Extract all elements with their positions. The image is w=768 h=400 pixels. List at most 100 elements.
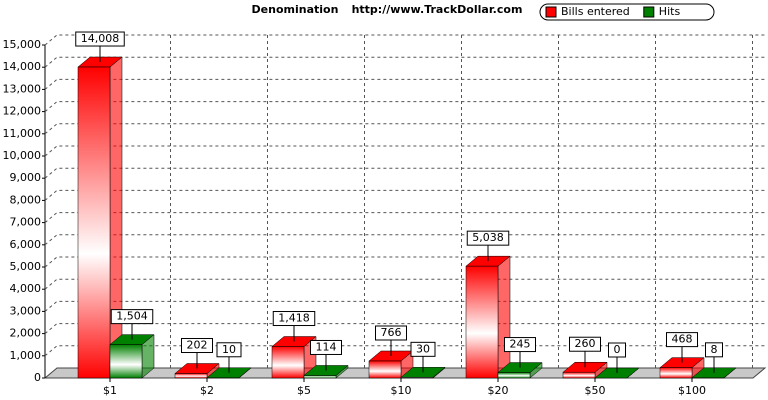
grid-line (44, 145, 765, 157)
y-tick-label: 7,000 (10, 216, 42, 229)
bar (109, 344, 143, 379)
x-tick-label: $100 (678, 384, 706, 397)
y-tick-label: 5,000 (10, 260, 42, 273)
value-label: 114 (316, 340, 337, 353)
grid-line (44, 189, 765, 201)
value-label-box (216, 342, 242, 358)
value-label: 14,008 (81, 32, 120, 45)
x-tick-label: $1 (103, 384, 117, 397)
value-label-box (466, 230, 510, 246)
bar (465, 265, 499, 379)
y-tick-label: 14,000 (3, 60, 42, 73)
grid-line (44, 278, 765, 290)
y-tick-label: 6,000 (10, 238, 42, 251)
y-tick-label: 1,000 (10, 349, 42, 362)
grid-line (44, 323, 765, 334)
y-tick-label: 11,000 (3, 127, 42, 140)
grid-line (44, 34, 765, 46)
y-tick-label: 9,000 (10, 171, 42, 184)
value-label-box (410, 341, 436, 357)
value-label-box (569, 336, 601, 352)
legend-swatch (545, 6, 557, 18)
bar (368, 360, 402, 379)
value-label-group: 10 (216, 342, 242, 358)
bar (497, 372, 531, 379)
value-label-box (310, 339, 342, 355)
value-label: 202 (187, 339, 208, 352)
value-label: 1,504 (116, 310, 148, 323)
value-label: 30 (416, 342, 430, 355)
value-label-group: 1,504 (110, 309, 154, 325)
value-label: 245 (510, 338, 531, 351)
value-label-group: 8 (705, 342, 723, 358)
value-label-group: 1,418 (272, 311, 316, 327)
bar (303, 375, 337, 379)
legend-label: Hits (659, 5, 681, 18)
value-label: 10 (222, 343, 236, 356)
bar (400, 377, 434, 379)
value-label-box (375, 325, 407, 341)
bar (271, 346, 305, 379)
y-tick-label: 13,000 (3, 82, 42, 95)
grid-line (44, 256, 765, 268)
value-label-box (504, 337, 536, 353)
bar (562, 371, 596, 379)
grid-line (44, 101, 765, 112)
value-label-group: 468 (666, 332, 698, 348)
value-label-box (110, 309, 154, 325)
value-label-box (666, 332, 698, 348)
x-tick-label: $10 (391, 384, 412, 397)
x-tick-label: $5 (297, 384, 311, 397)
bar (174, 373, 208, 379)
x-tick-label: $20 (488, 384, 509, 397)
legend-label: Bills entered (561, 5, 630, 18)
value-label: 5,038 (472, 231, 504, 244)
value-label: 8 (711, 343, 718, 356)
value-label: 1,418 (278, 312, 310, 325)
value-label-group: 114 (310, 339, 342, 355)
value-label-box (608, 342, 626, 358)
value-label-group: 766 (375, 325, 407, 341)
value-label-box (181, 338, 213, 354)
y-tick-label: 12,000 (3, 105, 42, 118)
value-label-group: 202 (181, 338, 213, 354)
bar-side (109, 56, 123, 379)
x-tick-label: $2 (200, 384, 214, 397)
legend-swatch (643, 6, 655, 18)
y-tick-label: 0 (34, 371, 41, 384)
grid-line (44, 300, 765, 312)
value-label-group: 245 (504, 337, 536, 353)
y-tick-label: 10,000 (3, 149, 42, 162)
grid-line (44, 123, 765, 135)
bar (659, 367, 693, 379)
x-tick-label: $50 (585, 384, 606, 397)
y-tick-label: 2,000 (10, 327, 42, 340)
value-label-group: 5,038 (466, 230, 510, 246)
value-label-box (75, 31, 125, 47)
legend-box (539, 3, 715, 21)
value-label: 468 (672, 333, 693, 346)
grid-line (44, 78, 765, 90)
y-tick-label: 4,000 (10, 282, 42, 295)
bar-side (497, 255, 511, 379)
y-tick-label: 15,000 (3, 38, 42, 51)
value-label-box (705, 342, 723, 358)
value-label: 0 (614, 343, 621, 356)
value-label-group: 260 (569, 336, 601, 352)
value-label-group: 14,008 (75, 31, 125, 47)
value-label: 766 (381, 326, 402, 339)
grid-line (44, 167, 765, 179)
value-label: 260 (575, 337, 596, 350)
grid-line (44, 212, 765, 223)
chart-subtitle: http://www.TrackDollar.com (352, 3, 523, 16)
value-label-group: 30 (410, 341, 436, 357)
value-label-group: 0 (608, 342, 626, 358)
grid-line (44, 56, 765, 68)
bar (77, 66, 111, 379)
value-label-box (272, 311, 316, 327)
grid-line (44, 234, 765, 246)
y-tick-label: 8,000 (10, 193, 42, 206)
y-tick-label: 3,000 (10, 304, 42, 317)
chart-title: Denomination (252, 3, 339, 16)
